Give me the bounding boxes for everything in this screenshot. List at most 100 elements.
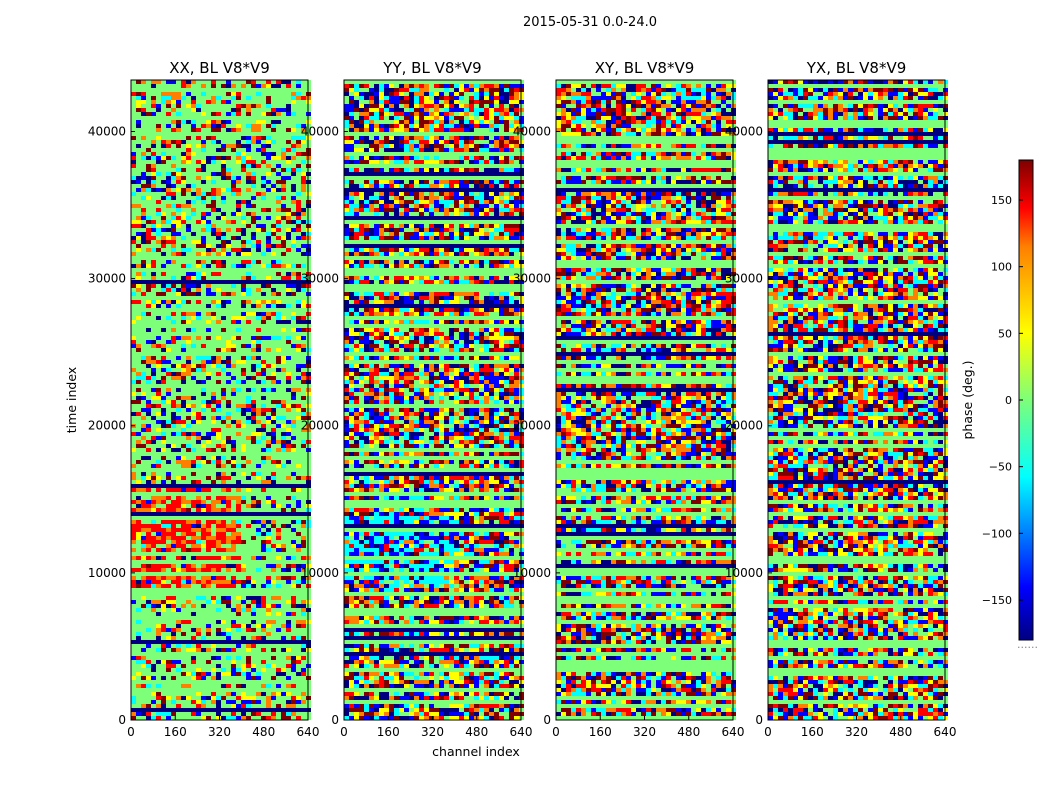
heatmap-cell bbox=[171, 572, 176, 576]
heatmap-cell bbox=[256, 432, 261, 436]
heatmap-cell bbox=[236, 216, 241, 220]
heatmap-cell bbox=[296, 548, 301, 552]
heatmap-cell bbox=[261, 380, 266, 384]
heatmap-cell bbox=[301, 108, 306, 112]
heatmap-cell bbox=[131, 136, 136, 140]
heatmap-cell bbox=[151, 452, 156, 456]
heatmap-cell bbox=[236, 148, 241, 152]
heatmap-cell bbox=[271, 504, 276, 508]
heatmap-cell bbox=[176, 216, 181, 220]
heatmap-cell bbox=[281, 128, 286, 132]
heatmap-cell bbox=[176, 88, 181, 92]
heatmap-cell bbox=[266, 576, 271, 580]
heatmap-cell bbox=[216, 564, 221, 568]
heatmap-cell bbox=[286, 308, 291, 312]
heatmap-cell bbox=[141, 448, 146, 452]
heatmap-cell bbox=[191, 188, 196, 192]
heatmap-cell bbox=[146, 368, 151, 372]
heatmap-cell bbox=[206, 112, 211, 116]
heatmap-cell bbox=[256, 304, 261, 308]
heatmap-cell bbox=[196, 336, 201, 340]
heatmap-cell bbox=[201, 100, 206, 104]
heatmap-cell bbox=[186, 544, 191, 548]
heatmap-cell bbox=[201, 216, 206, 220]
heatmap-cell bbox=[151, 528, 156, 532]
heatmap-cell bbox=[271, 396, 276, 400]
heatmap-cell bbox=[281, 452, 286, 456]
heatmap-cell bbox=[161, 368, 166, 372]
heatmap-cell bbox=[191, 144, 196, 148]
heatmap-cell bbox=[141, 80, 146, 84]
heatmap-cell bbox=[186, 176, 191, 180]
heatmap-cell bbox=[221, 208, 226, 212]
heatmap-cell bbox=[266, 264, 271, 268]
heatmap-cell bbox=[246, 144, 251, 148]
heatmap-cell bbox=[256, 616, 261, 620]
heatmap-cell bbox=[236, 496, 241, 500]
heatmap-cell bbox=[176, 316, 181, 320]
heatmap-cell bbox=[181, 588, 186, 592]
heatmap-cell bbox=[271, 384, 276, 388]
heatmap-cell bbox=[261, 456, 266, 460]
heatmap-cell bbox=[136, 584, 141, 588]
heatmap-cell bbox=[216, 88, 221, 92]
heatmap-cell bbox=[296, 328, 301, 332]
heatmap-cell bbox=[221, 84, 226, 88]
heatmap-cell bbox=[171, 528, 176, 532]
heatmap-cell bbox=[246, 452, 251, 456]
heatmap-cell bbox=[256, 128, 261, 132]
heatmap-cell bbox=[151, 436, 156, 440]
heatmap-cell bbox=[276, 544, 281, 548]
heatmap-cell bbox=[226, 552, 231, 556]
heatmap-cell bbox=[191, 180, 196, 184]
heatmap-cell bbox=[221, 120, 226, 124]
heatmap-cell bbox=[181, 500, 186, 504]
heatmap-cell bbox=[246, 540, 251, 544]
heatmap-cell bbox=[151, 412, 156, 416]
heatmap-cell bbox=[281, 320, 286, 324]
heatmap-cell bbox=[211, 272, 216, 276]
heatmap-cell bbox=[256, 576, 261, 580]
heatmap-cell bbox=[241, 80, 246, 84]
heatmap-cell bbox=[296, 232, 301, 236]
heatmap-cell bbox=[191, 384, 196, 388]
heatmap-cell bbox=[226, 284, 231, 288]
heatmap-cell bbox=[181, 460, 186, 464]
heatmap-cell bbox=[301, 88, 306, 92]
heatmap-cell bbox=[261, 424, 266, 428]
heatmap-cell bbox=[241, 600, 246, 604]
heatmap-cell bbox=[156, 152, 161, 156]
heatmap-cell bbox=[281, 440, 286, 444]
heatmap-cell bbox=[161, 600, 166, 604]
heatmap-cell bbox=[296, 336, 301, 340]
heatmap-cell bbox=[176, 540, 181, 544]
heatmap-cell bbox=[221, 508, 226, 512]
heatmap-cell bbox=[266, 580, 271, 584]
heatmap-cell bbox=[131, 248, 136, 252]
heatmap-cell bbox=[171, 288, 176, 292]
heatmap-cell bbox=[236, 440, 241, 444]
heatmap-cell bbox=[246, 420, 251, 424]
heatmap-cell bbox=[296, 220, 301, 224]
heatmap-cell bbox=[286, 484, 291, 488]
heatmap-cell bbox=[131, 132, 136, 136]
heatmap-cell bbox=[231, 236, 236, 240]
heatmap-cell bbox=[146, 464, 151, 468]
heatmap-cell bbox=[261, 512, 266, 516]
heatmap-cell bbox=[156, 548, 161, 552]
heatmap-cell bbox=[181, 408, 186, 412]
heatmap-cell bbox=[216, 272, 221, 276]
heatmap-cell bbox=[271, 588, 276, 592]
heatmap-cell bbox=[196, 364, 201, 368]
heatmap-cell bbox=[281, 480, 286, 484]
heatmap-cell bbox=[256, 180, 261, 184]
heatmap-cell bbox=[271, 144, 276, 148]
heatmap-cell bbox=[181, 496, 186, 500]
heatmap-cell bbox=[176, 128, 181, 132]
heatmap-cell bbox=[261, 160, 266, 164]
heatmap-cell bbox=[136, 624, 141, 628]
heatmap-cell bbox=[256, 556, 261, 560]
heatmap-cell bbox=[251, 272, 256, 276]
heatmap-cell bbox=[166, 456, 171, 460]
heatmap-cell bbox=[181, 564, 186, 568]
